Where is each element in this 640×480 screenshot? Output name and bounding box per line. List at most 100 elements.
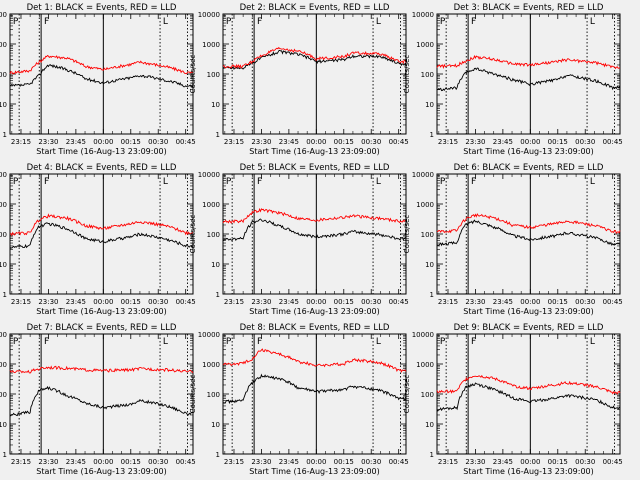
y-tick-label: 1 bbox=[430, 131, 434, 139]
marker-letter-f: F bbox=[257, 177, 262, 187]
series-line-events bbox=[222, 218, 407, 242]
marker-letter-f: F bbox=[471, 337, 476, 347]
panel-title: Det 4: BLACK = Events, RED = LLD bbox=[27, 163, 177, 173]
panel-title: Det 8: BLACK = Events, RED = LLD bbox=[240, 323, 390, 333]
x-tick-label: 00:00 bbox=[93, 138, 113, 146]
y-tick-label: 10000 bbox=[412, 171, 434, 179]
y-tick-label: 1 bbox=[216, 291, 220, 299]
marker-letter-f: F bbox=[471, 17, 476, 27]
x-tick-label: 00:15 bbox=[334, 298, 354, 306]
x-tick-label: 00:30 bbox=[575, 298, 595, 306]
series-line-lld bbox=[9, 54, 194, 75]
series-line-lld bbox=[9, 213, 193, 237]
x-tick-label: 23:30 bbox=[465, 458, 485, 466]
x-tick-label: 23:15 bbox=[438, 298, 458, 306]
marker-letter-f: F bbox=[257, 17, 262, 27]
marker-letter-l: L bbox=[163, 177, 168, 187]
x-tick-label: 23:30 bbox=[465, 298, 485, 306]
x-tick-label: 23:45 bbox=[493, 458, 513, 466]
y-tick-label: 1 bbox=[430, 451, 434, 459]
detector-panel-6: Det 6: BLACK = Events, RED = LLD 1 10 100 10… bbox=[403, 163, 623, 316]
x-tick-label: 00:45 bbox=[603, 298, 623, 306]
plot-frame bbox=[222, 333, 407, 455]
series-line-events bbox=[9, 222, 194, 250]
y-tick-label: 10 bbox=[0, 101, 7, 109]
x-axis-label: Start Time (16-Aug-13 23:09:00) bbox=[249, 467, 380, 476]
marker-letter-l: L bbox=[376, 17, 381, 27]
marker-letter-f: F bbox=[471, 177, 476, 187]
marker-letter-l: L bbox=[163, 17, 168, 27]
x-tick-label: 00:00 bbox=[306, 138, 326, 146]
x-tick-label: 00:00 bbox=[520, 138, 540, 146]
y-tick-label: 10000 bbox=[198, 11, 220, 19]
y-tick-label: 1000 bbox=[0, 41, 7, 49]
x-tick-label: 00:45 bbox=[176, 298, 196, 306]
x-tick-label: 00:45 bbox=[603, 458, 623, 466]
marker-letter-l: L bbox=[590, 337, 595, 347]
y-tick-label: 10000 bbox=[198, 331, 220, 339]
marker-letter-p: P bbox=[13, 177, 19, 187]
x-tick-label: 00:00 bbox=[93, 298, 113, 306]
plot-frame bbox=[436, 173, 621, 295]
y-tick-label: 1000 bbox=[416, 201, 434, 209]
detector-panel-8: Det 8: BLACK = Events, RED = LLD 1 10 100 10… bbox=[189, 323, 409, 476]
x-axis-label: Start Time (16-Aug-13 23:09:00) bbox=[36, 467, 167, 476]
x-tick-label: 23:15 bbox=[11, 458, 31, 466]
x-tick-label: 23:45 bbox=[279, 458, 299, 466]
marker-letter-l: L bbox=[590, 177, 595, 187]
plot-frame bbox=[9, 173, 194, 295]
x-tick-label: 00:15 bbox=[548, 458, 568, 466]
series-line-events bbox=[9, 385, 194, 417]
panel-title: Det 5: BLACK = Events, RED = LLD bbox=[240, 163, 390, 173]
x-tick-label: 23:45 bbox=[66, 138, 86, 146]
y-axis-label: Counts/sec bbox=[189, 375, 197, 414]
y-tick-label: 10 bbox=[425, 261, 434, 269]
x-axis-label: Start Time (16-Aug-13 23:09:00) bbox=[36, 307, 167, 316]
y-tick-label: 10 bbox=[0, 421, 7, 429]
y-axis-label: Counts/sec bbox=[403, 375, 411, 414]
detector-panel-1: Det 1: BLACK = Events, RED = LLD 1 10 100 10… bbox=[0, 3, 196, 156]
y-axis-label: Counts/sec bbox=[189, 55, 197, 94]
series-line-events bbox=[436, 67, 621, 92]
series-line-events bbox=[222, 373, 407, 405]
series-line-lld bbox=[222, 207, 407, 224]
x-tick-label: 23:30 bbox=[251, 298, 271, 306]
series-line-lld bbox=[436, 374, 621, 395]
y-tick-label: 100 bbox=[207, 391, 220, 399]
y-tick-label: 10 bbox=[0, 261, 7, 269]
marker-letter-f: F bbox=[44, 177, 49, 187]
x-tick-label: 00:15 bbox=[121, 298, 141, 306]
x-tick-label: 23:45 bbox=[493, 298, 513, 306]
y-tick-label: 100 bbox=[0, 71, 7, 79]
plot-frame bbox=[9, 13, 194, 135]
marker-letter-l: L bbox=[376, 177, 381, 187]
x-tick-label: 00:00 bbox=[520, 298, 540, 306]
x-tick-label: 00:00 bbox=[306, 298, 326, 306]
x-tick-label: 00:45 bbox=[389, 458, 409, 466]
y-tick-label: 10 bbox=[211, 261, 220, 269]
panel-title: Det 9: BLACK = Events, RED = LLD bbox=[454, 323, 604, 333]
x-tick-label: 23:15 bbox=[224, 298, 244, 306]
y-tick-label: 1000 bbox=[0, 201, 7, 209]
y-tick-label: 10000 bbox=[412, 11, 434, 19]
x-tick-label: 23:30 bbox=[251, 138, 271, 146]
x-tick-label: 00:30 bbox=[148, 298, 168, 306]
y-axis-label: Counts/sec bbox=[403, 55, 411, 94]
marker-letter-p: P bbox=[226, 337, 232, 347]
x-tick-label: 23:30 bbox=[38, 298, 58, 306]
x-tick-label: 23:30 bbox=[251, 458, 271, 466]
y-tick-label: 10000 bbox=[198, 171, 220, 179]
y-tick-label: 1000 bbox=[202, 201, 220, 209]
x-tick-label: 00:15 bbox=[121, 138, 141, 146]
y-tick-label: 1 bbox=[216, 451, 220, 459]
marker-letter-p: P bbox=[226, 17, 232, 27]
x-tick-label: 00:45 bbox=[389, 298, 409, 306]
y-tick-label: 100 bbox=[207, 231, 220, 239]
y-tick-label: 100 bbox=[421, 391, 434, 399]
x-tick-label: 23:45 bbox=[493, 138, 513, 146]
marker-letter-p: P bbox=[440, 177, 446, 187]
y-tick-label: 1 bbox=[216, 131, 220, 139]
x-tick-label: 00:00 bbox=[93, 458, 113, 466]
series-line-lld bbox=[222, 348, 407, 373]
y-tick-label: 1000 bbox=[202, 361, 220, 369]
